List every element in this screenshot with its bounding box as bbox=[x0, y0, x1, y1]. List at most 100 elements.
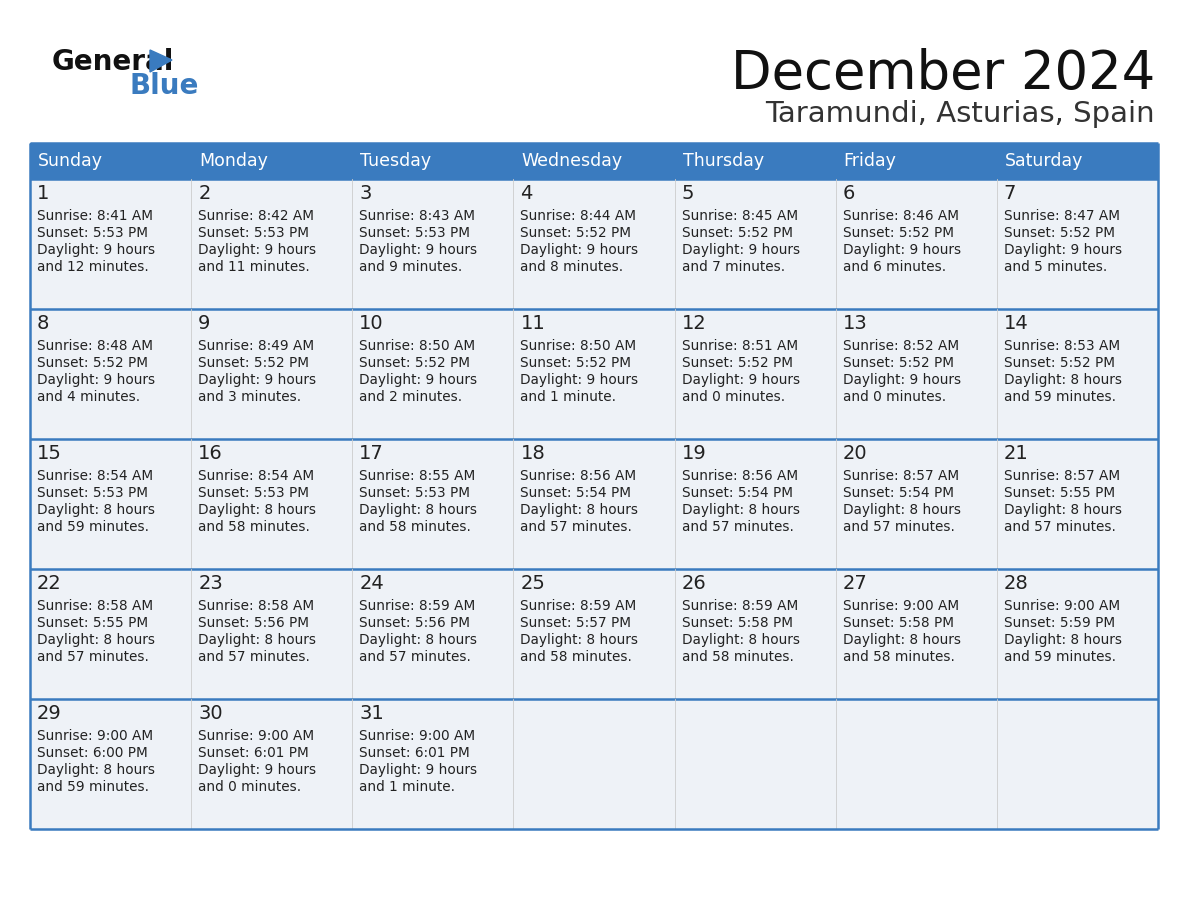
Text: Sunset: 5:58 PM: Sunset: 5:58 PM bbox=[682, 616, 792, 630]
Text: Sunrise: 8:57 AM: Sunrise: 8:57 AM bbox=[1004, 469, 1120, 483]
Bar bbox=[353, 699, 513, 829]
Text: Sunrise: 8:53 AM: Sunrise: 8:53 AM bbox=[1004, 339, 1120, 353]
Bar bbox=[353, 179, 513, 309]
Bar bbox=[997, 699, 1158, 829]
Text: and 1 minute.: and 1 minute. bbox=[520, 390, 617, 404]
Text: Sunrise: 8:55 AM: Sunrise: 8:55 AM bbox=[359, 469, 475, 483]
Text: Sunset: 5:52 PM: Sunset: 5:52 PM bbox=[842, 226, 954, 240]
Text: 25: 25 bbox=[520, 574, 545, 593]
Text: Thursday: Thursday bbox=[683, 152, 764, 170]
Bar bbox=[997, 439, 1158, 569]
Text: Daylight: 8 hours: Daylight: 8 hours bbox=[1004, 373, 1121, 387]
Polygon shape bbox=[150, 50, 172, 72]
Text: Sunset: 5:52 PM: Sunset: 5:52 PM bbox=[520, 356, 632, 370]
Text: Saturday: Saturday bbox=[1005, 152, 1083, 170]
Bar bbox=[191, 439, 353, 569]
Text: 30: 30 bbox=[198, 704, 223, 723]
Text: Sunset: 5:53 PM: Sunset: 5:53 PM bbox=[198, 486, 309, 500]
Text: Tuesday: Tuesday bbox=[360, 152, 431, 170]
Bar bbox=[513, 143, 675, 179]
Text: and 3 minutes.: and 3 minutes. bbox=[198, 390, 302, 404]
Bar bbox=[835, 439, 997, 569]
Text: Sunset: 5:54 PM: Sunset: 5:54 PM bbox=[520, 486, 632, 500]
Bar bbox=[997, 143, 1158, 179]
Text: Sunset: 5:53 PM: Sunset: 5:53 PM bbox=[359, 486, 470, 500]
Text: and 12 minutes.: and 12 minutes. bbox=[37, 260, 148, 274]
Text: Sunday: Sunday bbox=[38, 152, 103, 170]
Bar bbox=[835, 179, 997, 309]
Text: Sunrise: 8:59 AM: Sunrise: 8:59 AM bbox=[520, 599, 637, 613]
Text: and 9 minutes.: and 9 minutes. bbox=[359, 260, 462, 274]
Text: Sunset: 5:57 PM: Sunset: 5:57 PM bbox=[520, 616, 632, 630]
Text: Daylight: 8 hours: Daylight: 8 hours bbox=[682, 633, 800, 647]
Text: Sunset: 5:54 PM: Sunset: 5:54 PM bbox=[682, 486, 792, 500]
Bar bbox=[191, 179, 353, 309]
Text: Sunrise: 8:51 AM: Sunrise: 8:51 AM bbox=[682, 339, 797, 353]
Text: 14: 14 bbox=[1004, 314, 1029, 333]
Text: 18: 18 bbox=[520, 444, 545, 463]
Text: Sunrise: 9:00 AM: Sunrise: 9:00 AM bbox=[842, 599, 959, 613]
Text: Daylight: 9 hours: Daylight: 9 hours bbox=[842, 243, 961, 257]
Text: 12: 12 bbox=[682, 314, 707, 333]
Bar bbox=[513, 569, 675, 699]
Text: Sunset: 5:52 PM: Sunset: 5:52 PM bbox=[359, 356, 470, 370]
Text: and 57 minutes.: and 57 minutes. bbox=[198, 650, 310, 664]
Text: Sunset: 5:53 PM: Sunset: 5:53 PM bbox=[198, 226, 309, 240]
Text: Daylight: 9 hours: Daylight: 9 hours bbox=[359, 243, 478, 257]
Bar bbox=[30, 309, 191, 439]
Text: December 2024: December 2024 bbox=[731, 48, 1155, 100]
Text: Sunset: 5:53 PM: Sunset: 5:53 PM bbox=[37, 486, 148, 500]
Text: 15: 15 bbox=[37, 444, 62, 463]
Text: Daylight: 9 hours: Daylight: 9 hours bbox=[359, 373, 478, 387]
Text: Monday: Monday bbox=[200, 152, 268, 170]
Text: Sunrise: 8:56 AM: Sunrise: 8:56 AM bbox=[682, 469, 797, 483]
Text: 27: 27 bbox=[842, 574, 867, 593]
Text: and 0 minutes.: and 0 minutes. bbox=[198, 780, 302, 794]
Bar bbox=[353, 143, 513, 179]
Text: and 58 minutes.: and 58 minutes. bbox=[682, 650, 794, 664]
Bar bbox=[675, 309, 835, 439]
Bar bbox=[675, 699, 835, 829]
Text: Sunrise: 8:59 AM: Sunrise: 8:59 AM bbox=[359, 599, 475, 613]
Text: 20: 20 bbox=[842, 444, 867, 463]
Bar bbox=[997, 309, 1158, 439]
Text: 4: 4 bbox=[520, 184, 532, 203]
Text: Sunrise: 8:46 AM: Sunrise: 8:46 AM bbox=[842, 209, 959, 223]
Text: Daylight: 8 hours: Daylight: 8 hours bbox=[37, 633, 154, 647]
Text: and 0 minutes.: and 0 minutes. bbox=[682, 390, 785, 404]
Text: Sunrise: 8:58 AM: Sunrise: 8:58 AM bbox=[198, 599, 315, 613]
Bar bbox=[30, 439, 191, 569]
Text: Daylight: 8 hours: Daylight: 8 hours bbox=[520, 503, 638, 517]
Bar bbox=[191, 143, 353, 179]
Bar bbox=[835, 309, 997, 439]
Text: 16: 16 bbox=[198, 444, 223, 463]
Text: Sunset: 5:53 PM: Sunset: 5:53 PM bbox=[37, 226, 148, 240]
Text: Sunrise: 8:41 AM: Sunrise: 8:41 AM bbox=[37, 209, 153, 223]
Text: Daylight: 9 hours: Daylight: 9 hours bbox=[682, 243, 800, 257]
Text: 8: 8 bbox=[37, 314, 50, 333]
Text: 21: 21 bbox=[1004, 444, 1029, 463]
Bar bbox=[997, 569, 1158, 699]
Bar bbox=[353, 309, 513, 439]
Text: Sunset: 5:52 PM: Sunset: 5:52 PM bbox=[1004, 356, 1114, 370]
Text: Daylight: 8 hours: Daylight: 8 hours bbox=[359, 503, 478, 517]
Text: Daylight: 9 hours: Daylight: 9 hours bbox=[842, 373, 961, 387]
Text: Taramundi, Asturias, Spain: Taramundi, Asturias, Spain bbox=[765, 100, 1155, 128]
Text: Daylight: 9 hours: Daylight: 9 hours bbox=[37, 243, 156, 257]
Text: and 58 minutes.: and 58 minutes. bbox=[520, 650, 632, 664]
Text: and 57 minutes.: and 57 minutes. bbox=[1004, 520, 1116, 534]
Bar bbox=[835, 569, 997, 699]
Text: Sunset: 5:52 PM: Sunset: 5:52 PM bbox=[682, 226, 792, 240]
Text: Daylight: 9 hours: Daylight: 9 hours bbox=[37, 373, 156, 387]
Text: Sunrise: 8:59 AM: Sunrise: 8:59 AM bbox=[682, 599, 798, 613]
Text: 26: 26 bbox=[682, 574, 707, 593]
Text: Daylight: 8 hours: Daylight: 8 hours bbox=[520, 633, 638, 647]
Text: and 57 minutes.: and 57 minutes. bbox=[682, 520, 794, 534]
Bar bbox=[191, 699, 353, 829]
Text: 19: 19 bbox=[682, 444, 707, 463]
Text: 28: 28 bbox=[1004, 574, 1029, 593]
Bar bbox=[191, 569, 353, 699]
Text: and 11 minutes.: and 11 minutes. bbox=[198, 260, 310, 274]
Text: Daylight: 9 hours: Daylight: 9 hours bbox=[198, 243, 316, 257]
Text: 9: 9 bbox=[198, 314, 210, 333]
